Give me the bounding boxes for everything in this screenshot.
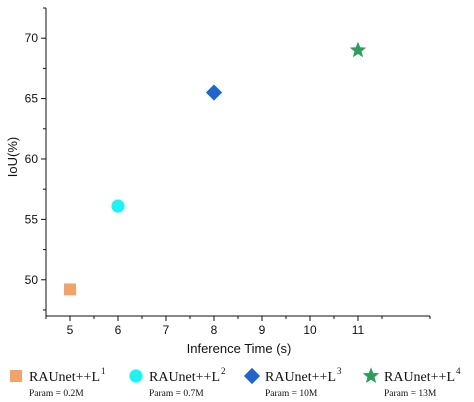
legend-marker-diamond xyxy=(243,367,261,385)
legend-label: RAUnet++L xyxy=(29,370,100,385)
legend-marker-circle xyxy=(129,369,143,383)
legend-label-superscript: 3 xyxy=(337,366,342,376)
data-points xyxy=(64,41,367,296)
legend-label: RAUnet++L xyxy=(384,370,455,385)
y-tick-label: 65 xyxy=(25,92,39,106)
x-axis-title: Inference Time (s) xyxy=(187,341,292,356)
legend-label-superscript: 2 xyxy=(221,366,226,376)
legend-label: RAUnet++L xyxy=(149,370,220,385)
y-tick-label: 70 xyxy=(25,31,39,45)
x-tick-label: 5 xyxy=(67,323,74,337)
legend-label-superscript: 1 xyxy=(101,366,106,376)
x-tick-label: 7 xyxy=(163,323,170,337)
data-point-circle xyxy=(111,199,125,213)
legend-param-label: Param = 0.7M xyxy=(149,389,204,399)
legend-param-label: Param = 0.2M xyxy=(29,389,84,399)
data-point-square xyxy=(64,283,76,296)
x-tick-label: 11 xyxy=(352,323,365,337)
legend-param-label: Param = 10M xyxy=(265,389,318,399)
axes xyxy=(45,8,430,317)
legend-label-superscript: 4 xyxy=(456,366,461,376)
legend-marker-square xyxy=(10,370,22,382)
x-tick-label: 9 xyxy=(259,323,266,337)
legend-marker-star xyxy=(362,367,380,384)
data-point-diamond xyxy=(205,84,223,101)
legend-param-label: Param = 13M xyxy=(384,389,437,399)
data-point-star xyxy=(349,41,367,58)
y-tick-label: 50 xyxy=(25,273,39,287)
legend-label: RAUnet++L xyxy=(265,370,336,385)
y-tick-label: 60 xyxy=(25,152,39,166)
x-tick-label: 10 xyxy=(303,323,317,337)
x-tick-label: 6 xyxy=(115,323,122,337)
y-axis-title: IoU(%) xyxy=(5,137,20,177)
y-tick-label: 55 xyxy=(25,212,39,226)
ticks: 5 6 7 8 9 10 11 50 55 60 65 70 xyxy=(25,7,431,337)
x-tick-label: 8 xyxy=(211,323,218,337)
